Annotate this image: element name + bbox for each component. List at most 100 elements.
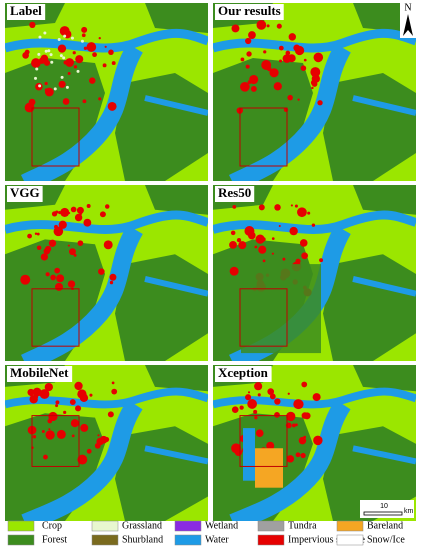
urban-patch [56,429,66,439]
urban-patch [67,72,71,75]
legend-swatch [7,534,35,546]
legend-swatch [91,520,119,532]
misclassified-forest [241,264,321,354]
urban-patch [111,61,116,66]
region-box [31,107,80,167]
legend-swatch [174,520,202,532]
urban-patch [269,68,279,78]
legend-label: Grassland [122,520,162,531]
urban-patch [44,81,48,86]
urban-patch [82,99,87,104]
legend-label: Shurbland [122,534,163,545]
urban-patch [83,46,88,50]
urban-patch [285,50,291,56]
urban-patch [44,87,54,97]
urban-patch [294,204,298,208]
urban-patch [307,211,311,215]
map-panel [5,3,208,181]
urban-patch [289,226,298,236]
region-box [31,415,80,467]
urban-patch [99,435,108,444]
urban-patch [108,49,114,55]
urban-patch [234,448,243,456]
grassland-patch [44,49,48,53]
urban-patch [293,44,301,52]
urban-patch [269,393,276,400]
urban-patch [286,455,295,463]
title-bg [7,186,43,202]
urban-patch [58,80,66,88]
urban-patch [58,220,67,229]
urban-patch [266,66,272,72]
urban-patch [288,33,297,41]
urban-patch [53,226,64,237]
map-panel [5,365,208,521]
legend-swatch [174,534,202,546]
forest-area [145,3,208,33]
urban-patch [303,58,307,62]
urban-patch [312,393,321,402]
urban-patch [77,240,84,247]
urban-patch [254,245,258,249]
urban-patch [317,100,323,106]
urban-patch [32,394,39,400]
legend-label: Impervious surface [288,534,365,545]
river [20,43,143,181]
scale-bar [363,511,403,516]
urban-patch [80,423,89,432]
urban-patch [311,86,314,90]
urban-patch [312,72,315,76]
urban-patch [103,240,113,250]
river [229,399,351,521]
urban-patch [36,232,40,236]
grassland-patch [37,52,41,56]
map-panel [5,185,208,361]
urban-patch [27,388,35,396]
urban-patch [297,207,307,218]
urban-patch [75,405,82,412]
urban-patch [34,232,38,235]
urban-patch [300,65,307,71]
urban-patch [319,258,324,263]
urban-patch [282,54,292,63]
urban-patch [290,204,293,207]
urban-patch [55,400,60,405]
urban-patch [48,411,58,422]
urban-patch [261,237,266,242]
title-bg [7,366,73,382]
urban-patch [22,52,29,59]
urban-patch [43,454,48,460]
legend-label: Water [205,534,229,545]
urban-patch [274,398,281,405]
urban-patch [104,204,110,209]
urban-patch [230,230,236,236]
urban-patch [55,404,59,408]
panel-title: VGG [10,185,40,200]
urban-patch [20,274,31,285]
water-body [352,276,416,297]
urban-patch [266,24,270,28]
urban-patch [298,436,307,445]
urban-patch [41,429,45,433]
urban-patch [254,382,263,391]
forest-area [323,254,416,361]
forest-area [145,185,208,215]
urban-patch [245,64,250,69]
urban-patch [89,393,93,397]
north-arrow [403,14,413,36]
urban-patch [287,94,293,101]
urban-patch [282,257,286,261]
urban-patch [63,410,67,414]
urban-patch [279,59,283,63]
river [21,399,143,521]
urban-patch [301,381,308,388]
grassland-patch [59,54,63,58]
map-panel [213,3,416,181]
urban-patch [67,280,76,288]
urban-patch [45,272,50,277]
urban-patch [50,274,56,281]
title-bg [215,366,272,382]
urban-patch [248,31,256,39]
map-panel [213,365,416,521]
urban-patch [236,238,242,243]
